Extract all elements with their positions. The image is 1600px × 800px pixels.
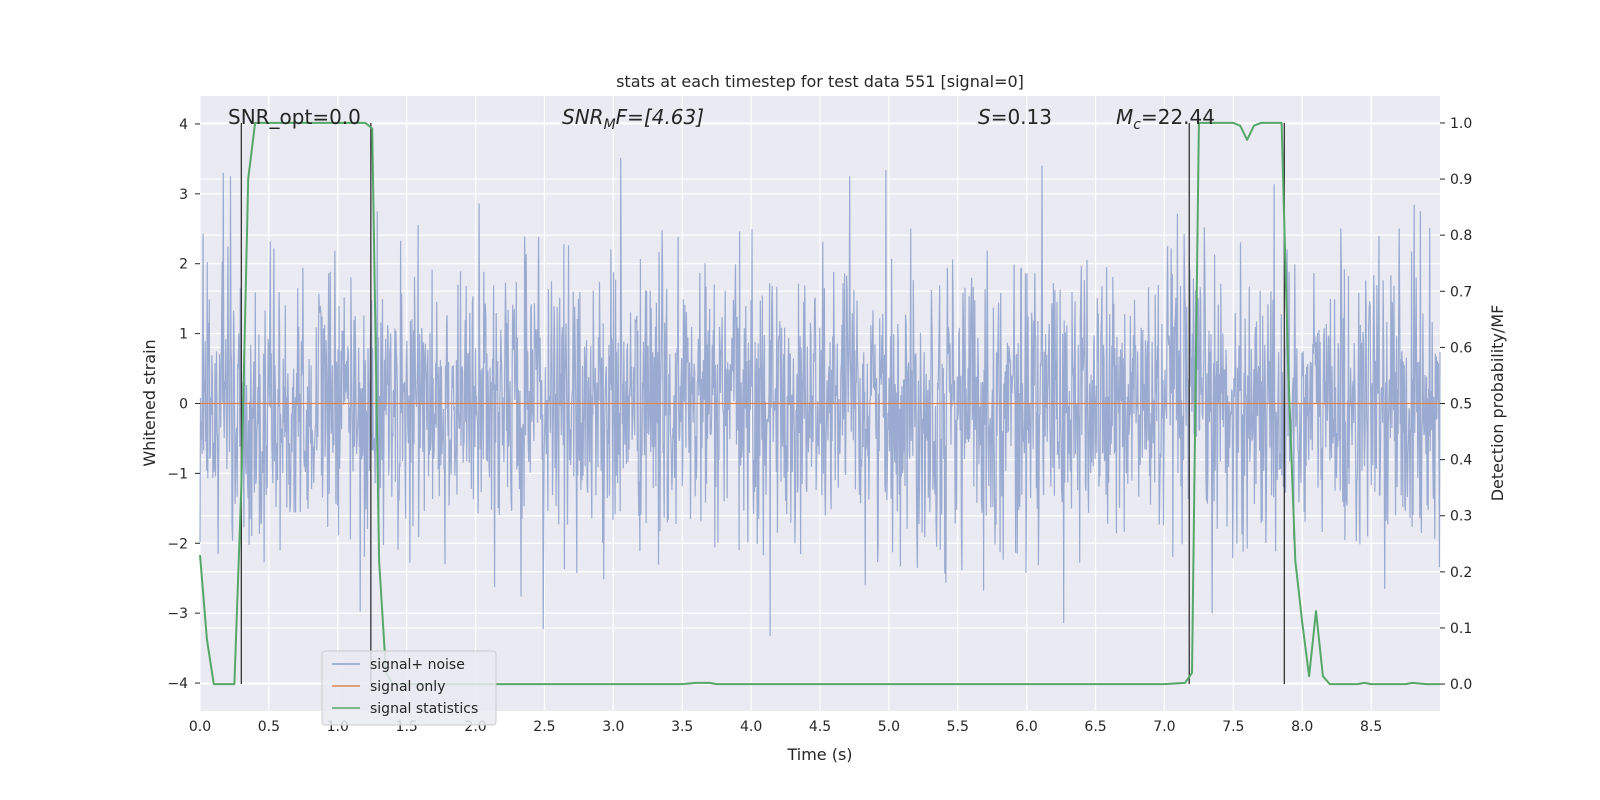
left-y-tick-label-1: 1	[179, 327, 188, 343]
x-tick-label-5: 5.0	[878, 719, 900, 735]
x-tick-label-3-5: 3.5	[671, 719, 693, 735]
right-y-tick-label-0-7: 0.7	[1450, 284, 1472, 300]
right-y-tick-label-0-2: 0.2	[1450, 565, 1472, 581]
right-y-tick-label-0-3: 0.3	[1450, 509, 1472, 525]
x-tick-label-7-5: 7.5	[1222, 719, 1244, 735]
left-y-tick-label-0: 0	[179, 397, 188, 413]
x-tick-label-3: 3.0	[602, 719, 624, 735]
annotations: SNR_opt=0.0 SNRMF=[4.63] S=0.13 Mc=22.44	[228, 105, 1215, 133]
right-y-tick-label-0-9: 0.9	[1450, 172, 1472, 188]
left-y-tick-label-3: 3	[179, 187, 188, 203]
chart-title: stats at each timestep for test data 551…	[616, 72, 1024, 91]
legend-label-signal-only: signal only	[370, 679, 445, 695]
right-y-tick-label-0-4: 0.4	[1450, 453, 1472, 469]
right-y-tick-label-0: 0.0	[1450, 677, 1472, 693]
annotation-snr-opt: SNR_opt=0.0	[228, 105, 361, 129]
legend-label-signal-statistics: signal statistics	[370, 701, 478, 717]
left-y-axis-label: Whitened strain	[140, 339, 159, 466]
x-tick-label-6-5: 6.5	[1084, 719, 1106, 735]
left-y-tick-label-2: −2	[167, 536, 188, 552]
x-tick-label-0-5: 0.5	[258, 719, 280, 735]
left-y-tick-label-4: −4	[167, 676, 188, 692]
legend-label-signal-plus-noise: signal+ noise	[370, 657, 465, 673]
x-tick-label-6: 6.0	[1016, 719, 1038, 735]
left-y-tick-label-3: −3	[167, 606, 188, 622]
left-y-tick-label-1: −1	[167, 466, 188, 482]
signal-statistics-line	[199, 121, 1440, 686]
annotation-mc: Mc=22.44	[1116, 105, 1215, 133]
right-y-axis-ticks: 1.0 0.9 0.8 0.7 0.6 0.5 0.4 0.3 0.2 0.1 0.0	[1440, 116, 1472, 693]
right-y-axis-label: Detection probability/MF	[1488, 305, 1507, 502]
series-signal-plus-noise	[199, 157, 1441, 636]
x-tick-label-0: 0.0	[189, 719, 211, 735]
x-axis-ticks: 0.0 0.5 1.0 1.5 2.0 2.5 3.0 3.5 4.0 4.5 5.0 5.5 6.0 6…	[189, 719, 1382, 735]
legend: signal+ noise signal only signal statist…	[321, 650, 497, 726]
right-y-tick-label-0-8: 0.8	[1450, 228, 1472, 244]
series-signal-statistics	[199, 121, 1440, 686]
left-y-tick-label-2: 2	[179, 257, 188, 273]
x-tick-label-7: 7.0	[1153, 719, 1175, 735]
right-y-tick-label-1: 1.0	[1450, 116, 1472, 132]
x-axis-label: Time (s)	[786, 745, 852, 764]
right-y-tick-label-0-5: 0.5	[1450, 397, 1472, 413]
signal-plus-noise-line	[199, 157, 1441, 636]
left-y-axis-ticks: 4 3 2 1 0 −1 −2 −3 −4	[167, 117, 200, 692]
x-tick-label-8: 8.0	[1291, 719, 1313, 735]
left-y-tick-label-4: 4	[179, 117, 188, 133]
annotation-s-stat: S=0.13	[978, 105, 1052, 129]
legend-box	[321, 650, 497, 726]
x-tick-label-4-5: 4.5	[809, 719, 831, 735]
x-tick-label-2-5: 2.5	[533, 719, 555, 735]
right-y-tick-label-0-1: 0.1	[1450, 621, 1472, 637]
x-tick-label-5-5: 5.5	[947, 719, 969, 735]
annotation-snr-mf: SNRMF=[4.63]	[562, 105, 704, 133]
right-y-tick-label-0-6: 0.6	[1450, 340, 1472, 356]
x-tick-label-8-5: 8.5	[1360, 719, 1382, 735]
x-tick-label-4: 4.0	[740, 719, 762, 735]
